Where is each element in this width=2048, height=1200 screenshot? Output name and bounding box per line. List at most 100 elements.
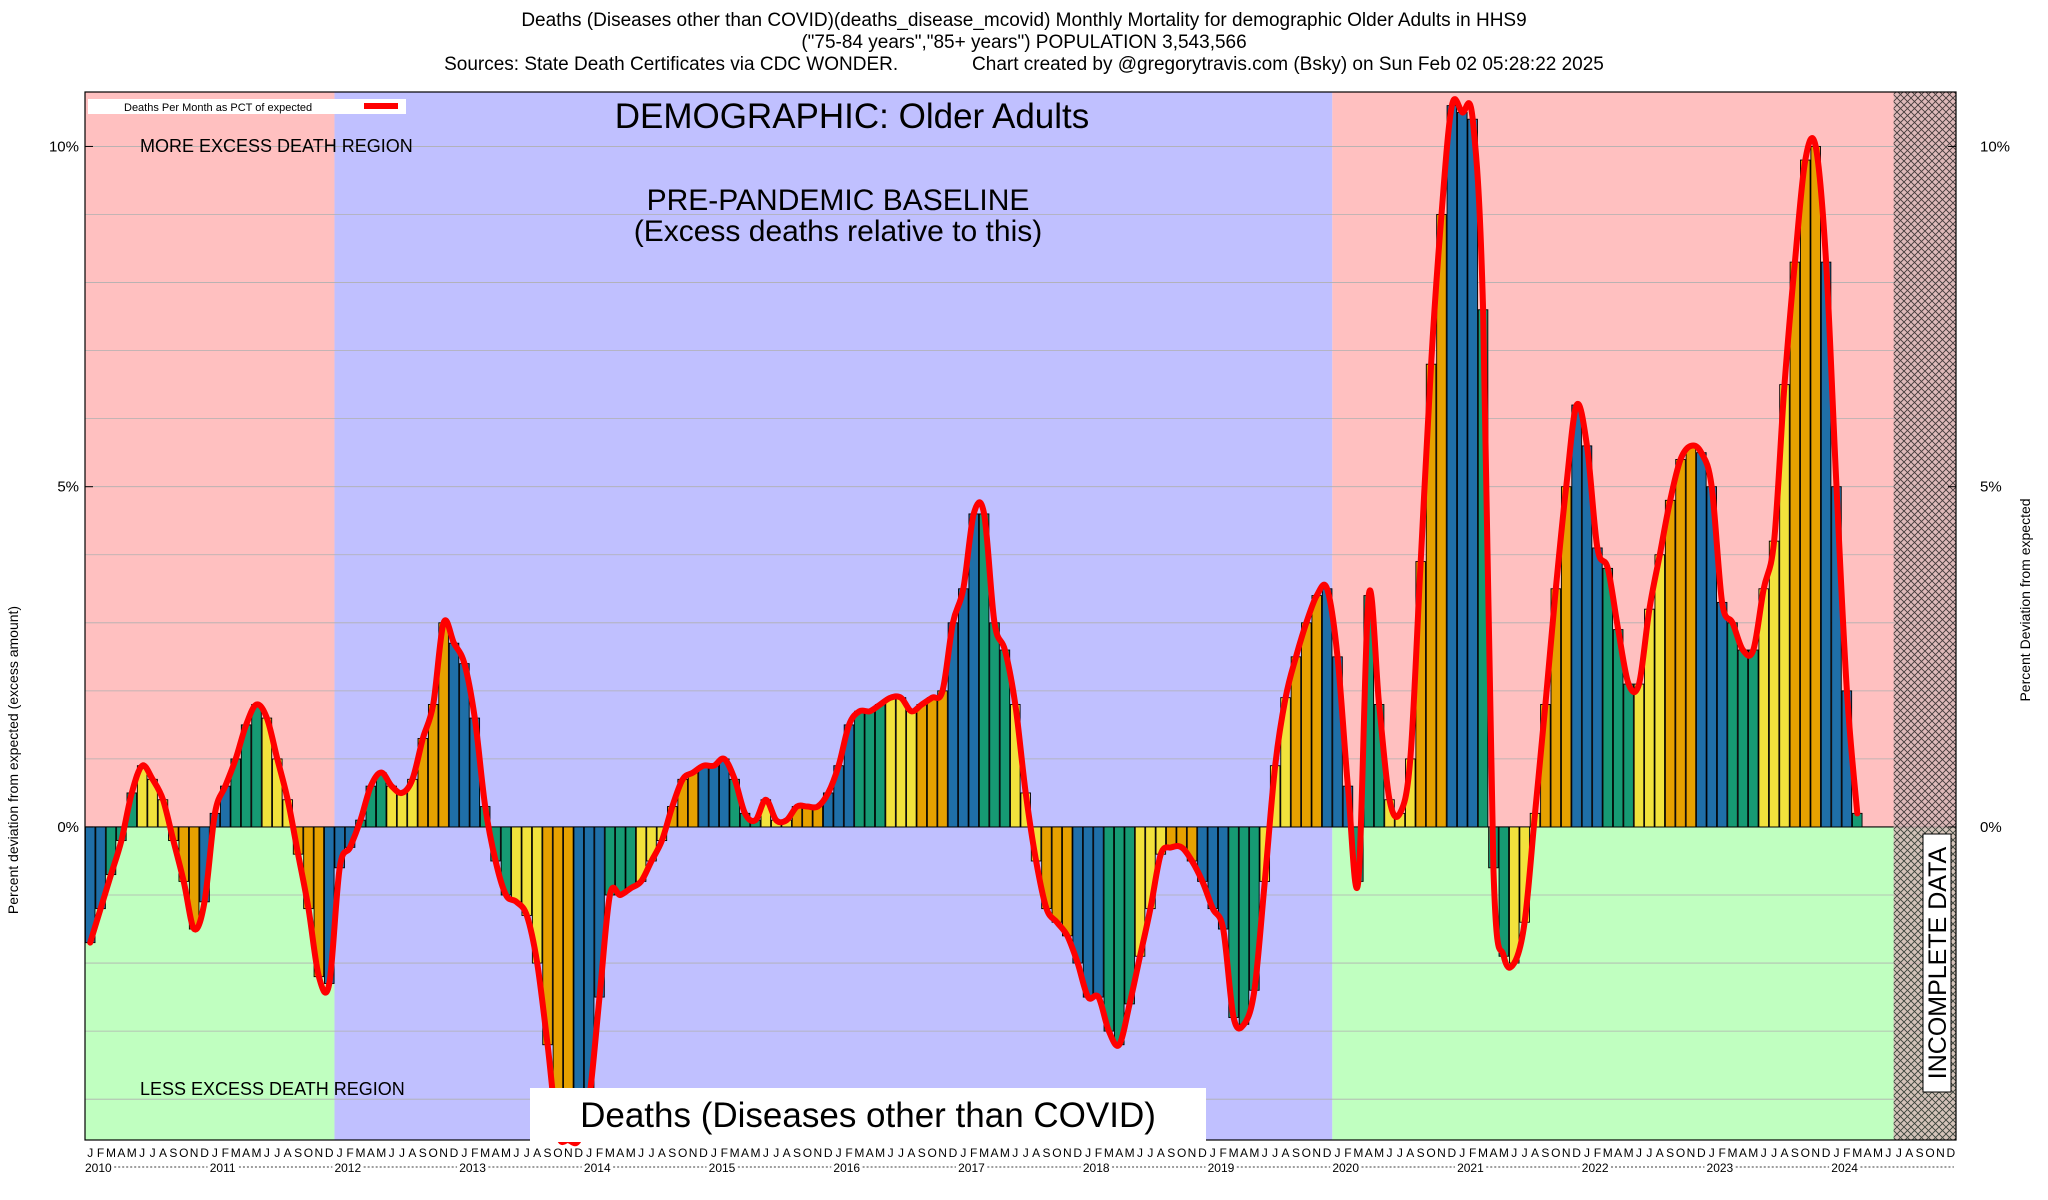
x-tick-month-label: N	[315, 1146, 324, 1160]
legend: Deaths Per Month as PCT of expected	[88, 99, 406, 114]
bar	[1727, 622, 1738, 828]
x-tick-month-label: O	[1551, 1146, 1560, 1160]
x-year-label: 2011	[210, 1161, 236, 1175]
x-tick-month-label: J	[337, 1146, 343, 1160]
bar	[1508, 826, 1520, 964]
x-tick-month-label: J	[461, 1146, 467, 1160]
bar	[1768, 540, 1780, 828]
x-year-label-bg	[581, 1161, 612, 1173]
y-tick-label-left: 10%	[49, 138, 79, 155]
x-tick-month-label: D	[949, 1146, 958, 1160]
x-tick-month-label: O	[1426, 1146, 1435, 1160]
bar	[968, 513, 979, 828]
bar	[687, 772, 699, 828]
x-tick-month-label: F	[1469, 1146, 1476, 1160]
x-tick-month-label: N	[689, 1146, 698, 1160]
bar	[1623, 683, 1634, 828]
x-tick-month-label: F	[1718, 1146, 1725, 1160]
x-tick-month-label: M	[106, 1146, 116, 1160]
x-tick-month-label: J	[1397, 1146, 1403, 1160]
baseline-sublabel: (Excess deaths relative to this)	[634, 215, 1043, 248]
bar	[511, 826, 522, 903]
x-tick-month-label: M	[501, 1146, 511, 1160]
x-tick-month-label: A	[117, 1146, 125, 1160]
x-tick-month-label: J	[1709, 1146, 1715, 1160]
bar	[1051, 826, 1063, 923]
x-tick-month-label: S	[419, 1146, 427, 1160]
x-tick-month-label: F	[471, 1146, 478, 1160]
x-tick-month-label: A	[533, 1146, 541, 1160]
x-year-label-bg	[1080, 1161, 1111, 1173]
x-year-label: 2024	[1831, 1161, 1858, 1175]
x-tick-month-label: M	[1249, 1146, 1259, 1160]
x-tick-month-label: J	[1896, 1146, 1902, 1160]
x-tick-month-label: J	[389, 1146, 395, 1160]
x-year-label-bg	[1829, 1161, 1860, 1173]
bar	[625, 826, 636, 889]
x-tick-month-label: O	[553, 1146, 562, 1160]
bar	[1810, 145, 1821, 828]
x-year-label: 2018	[1083, 1161, 1110, 1175]
x-tick-month-label: D	[1198, 1146, 1207, 1160]
x-year-label: 2022	[1582, 1161, 1609, 1175]
x-tick-month-label: A	[242, 1146, 250, 1160]
x-tick-month-label: D	[450, 1146, 459, 1160]
x-year-label: 2010	[85, 1161, 112, 1175]
x-year-label: 2016	[833, 1161, 860, 1175]
x-year-label: 2017	[958, 1161, 985, 1175]
less-excess-region-right	[1332, 826, 1956, 1140]
bar	[864, 710, 876, 828]
x-tick-month-label: J	[1023, 1146, 1029, 1160]
x-tick-month-label: A	[658, 1146, 666, 1160]
x-tick-month-label: J	[1761, 1146, 1767, 1160]
x-tick-month-label: O	[304, 1146, 313, 1160]
x-tick-month-label: M	[252, 1146, 262, 1160]
x-tick-month-label: A	[1905, 1146, 1913, 1160]
x-tick-month-label: O	[1676, 1146, 1685, 1160]
bar	[1664, 499, 1676, 828]
x-year-label-bg	[457, 1161, 488, 1173]
x-tick-month-label: M	[979, 1146, 989, 1160]
more-excess-label: MORE EXCESS DEATH REGION	[140, 136, 413, 156]
x-tick-month-label: J	[524, 1146, 530, 1160]
x-tick-month-label: A	[408, 1146, 416, 1160]
x-tick-month-label: N	[1312, 1146, 1321, 1160]
bar	[1062, 826, 1073, 937]
x-tick-month-label: A	[1032, 1146, 1040, 1160]
legend-box	[88, 99, 406, 114]
deviation-line	[87, 96, 1861, 1147]
x-tick-month-label: O	[1177, 1146, 1186, 1160]
x-tick-month-label: M	[730, 1146, 740, 1160]
x-tick-month-label: J	[150, 1146, 156, 1160]
x-tick-month-label: M	[1603, 1146, 1613, 1160]
x-tick-month-label: J	[1459, 1146, 1465, 1160]
bar	[895, 697, 907, 828]
bar	[1737, 649, 1749, 828]
x-year-label: 2021	[1457, 1161, 1484, 1175]
x-tick-month-label: M	[1353, 1146, 1363, 1160]
x-tick-month-label: A	[1780, 1146, 1788, 1160]
x-tick-month-label: D	[1448, 1146, 1457, 1160]
x-tick-month-label: M	[626, 1146, 636, 1160]
bar	[874, 704, 886, 828]
x-tick-month-label: F	[845, 1146, 852, 1160]
x-tick-month-label: J	[773, 1146, 779, 1160]
bar	[1685, 445, 1697, 828]
x-tick-month-label: J	[1085, 1146, 1091, 1160]
bar	[698, 765, 709, 828]
x-tick-month-label: N	[1063, 1146, 1072, 1160]
x-tick-month-label: F	[721, 1146, 728, 1160]
x-tick-month-label: A	[741, 1146, 749, 1160]
x-tick-month-label: J	[836, 1146, 842, 1160]
y-axis-label-left: Percent deviation from expected (excess …	[5, 606, 21, 914]
x-year-label-bg	[1455, 1161, 1486, 1173]
x-tick-month-label: J	[139, 1146, 145, 1160]
bar	[708, 765, 720, 828]
bar	[396, 792, 408, 828]
x-year-label: 2012	[334, 1161, 361, 1175]
x-tick-month-label: F	[1344, 1146, 1351, 1160]
bar	[1571, 404, 1582, 828]
x-tick-month-label: S	[544, 1146, 552, 1160]
x-year-label: 2015	[709, 1161, 736, 1175]
x-tick-month-label: S	[294, 1146, 302, 1160]
